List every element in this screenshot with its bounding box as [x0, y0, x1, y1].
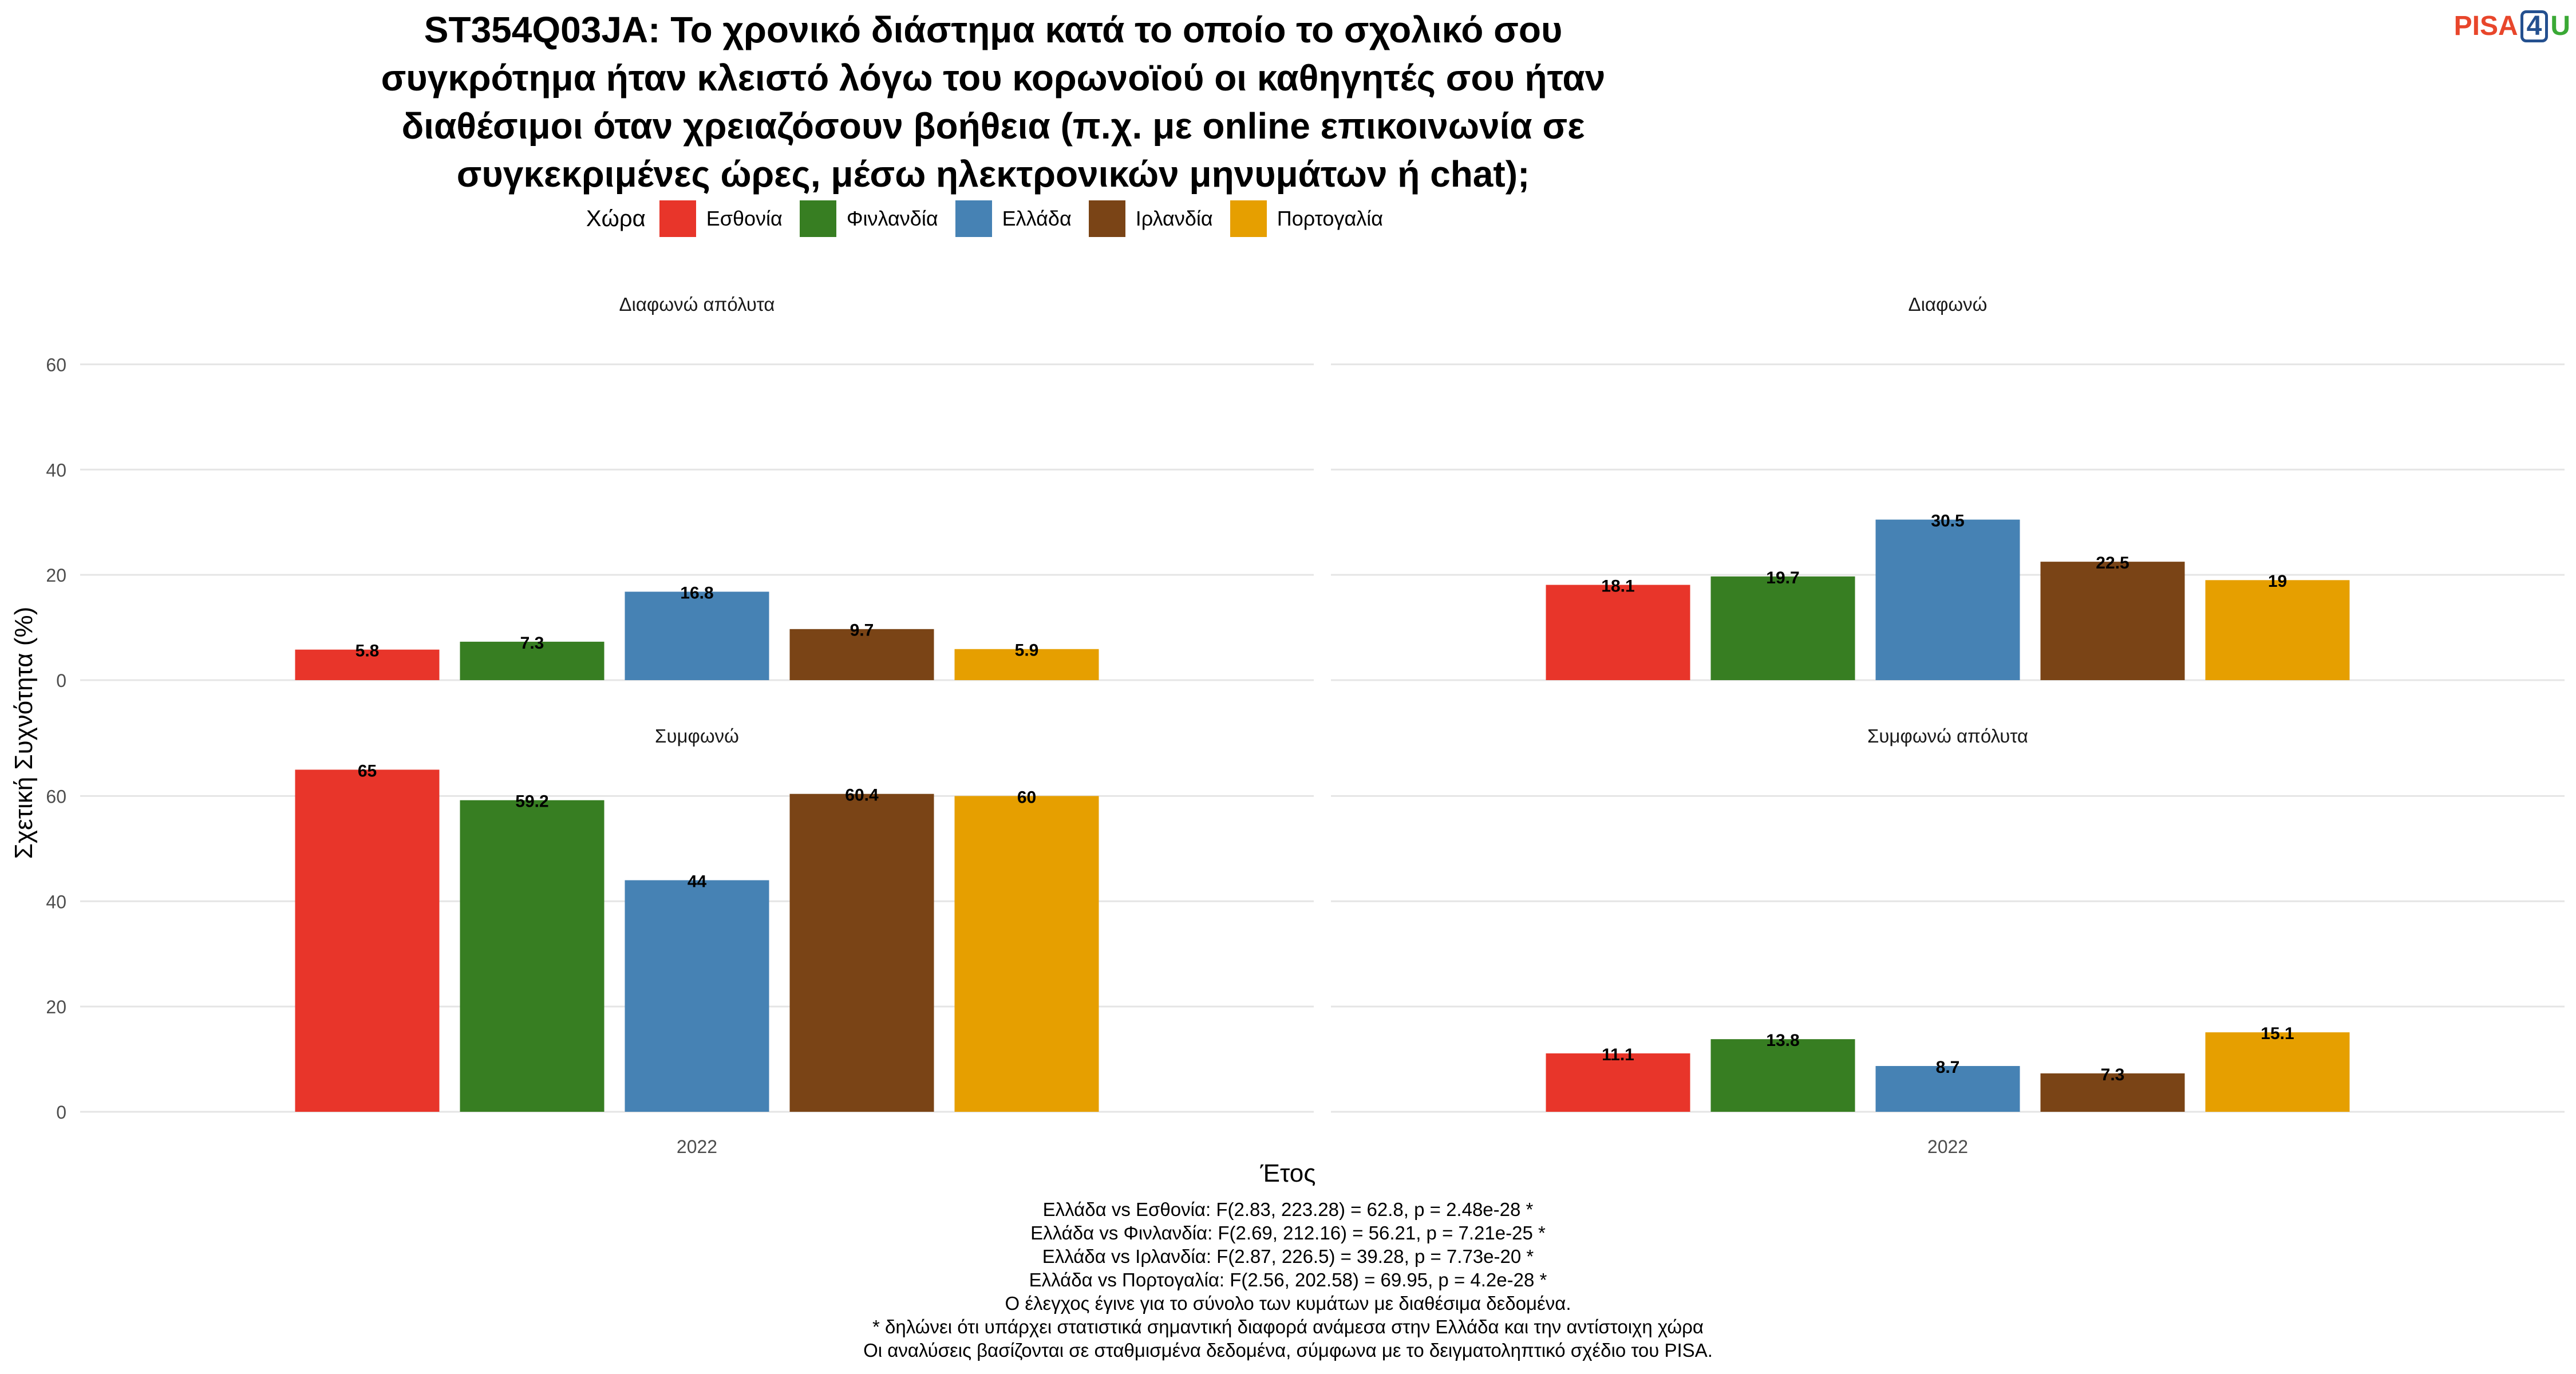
legend-title: Χώρα	[586, 206, 646, 231]
chart-title-line: διαθέσιμοι όταν χρειαζόσουν βοήθεια (π.χ…	[401, 105, 1585, 147]
bar	[2205, 1032, 2350, 1112]
data-label: 9.7	[850, 621, 874, 640]
bar	[295, 769, 440, 1112]
y-tick-label: 40	[46, 460, 66, 480]
chart-title-line: συγκρότημα ήταν κλειστό λόγω του κορωνοϊ…	[381, 57, 1606, 98]
y-tick-label: 60	[46, 786, 66, 807]
bar	[2040, 562, 2185, 680]
data-label: 65	[358, 761, 377, 780]
x-axis-title: Έτος	[1260, 1159, 1316, 1187]
data-label: 5.8	[355, 642, 380, 661]
legend-label: Πορτογαλία	[1277, 207, 1384, 230]
pisa4u-logo: PISA 4 U	[2454, 10, 2570, 42]
note-line: Ελλάδα vs Πορτογαλία: F(2.56, 202.58) = …	[1029, 1269, 1547, 1290]
legend-label: Φινλανδία	[846, 207, 938, 230]
data-label: 11.1	[1602, 1045, 1634, 1064]
bar	[1546, 585, 1690, 680]
data-label: 44	[688, 872, 707, 891]
chart-notes: Ελλάδα vs Εσθονία: F(2.83, 223.28) = 62.…	[0, 1198, 2576, 1362]
x-tick-label: 2022	[1927, 1136, 1968, 1157]
legend-label: Εσθονία	[706, 207, 783, 230]
data-label: 7.3	[520, 634, 544, 653]
legend-swatch	[1088, 200, 1125, 237]
data-label: 60	[1017, 788, 1036, 807]
bar	[1875, 519, 2020, 680]
data-label: 22.5	[2096, 554, 2129, 572]
note-line: Ελλάδα vs Εσθονία: F(2.83, 223.28) = 62.…	[1042, 1199, 1534, 1220]
data-label: 5.9	[1015, 641, 1039, 660]
legend-swatch	[659, 200, 696, 237]
bar	[1710, 576, 1855, 680]
bar	[625, 880, 769, 1112]
legend-item: Ιρλανδία	[1088, 200, 1213, 237]
legend-item: Εσθονία	[659, 200, 783, 237]
chart-title-line: ST354Q03JA: Το χρονικό διάστημα κατά το …	[424, 9, 1563, 50]
bar	[1710, 1039, 1855, 1112]
bar	[1546, 1053, 1690, 1112]
logo-u-text: U	[2550, 11, 2570, 41]
faceted-bar-chart: 0 20 40 60 Διαφωνώ απόλυτα 5.8 7.3 16.8 9.7 5.9 Δι…	[10, 294, 2565, 1157]
chart-title-line: συγκεκριμένες ώρες, μέσω ηλεκτρονικών μη…	[456, 153, 1530, 195]
y-axis-title: Σχετική Συχνότητα (%)	[10, 607, 38, 859]
legend-label: Ελλάδα	[1002, 207, 1072, 230]
legend-swatch	[799, 200, 836, 237]
legend-item: Πορτογαλία	[1230, 200, 1383, 237]
note-line: Ελλάδα vs Ιρλανδία: F(2.87, 226.5) = 39.…	[1042, 1246, 1534, 1267]
bar	[295, 649, 440, 680]
facet-title: Συμφωνώ απόλυτα	[1867, 725, 2028, 747]
y-tick-label: 60	[46, 354, 66, 375]
legend-item: Ελλάδα	[955, 200, 1072, 237]
note-line: * δηλώνει ότι υπάρχει στατιστικά σημαντι…	[872, 1316, 1704, 1337]
facet-title: Συμφωνώ	[655, 725, 739, 747]
x-tick-label: 2022	[677, 1136, 717, 1157]
data-label: 30.5	[1931, 512, 1964, 531]
data-label: 16.8	[680, 583, 713, 602]
data-label: 18.1	[1601, 577, 1634, 596]
legend-item: Φινλανδία	[799, 200, 938, 237]
data-label: 60.4	[845, 786, 879, 805]
logo-four-text: 4	[2520, 10, 2549, 42]
note-line: Ο έλεγχος έγινε για το σύνολο των κυμάτω…	[1005, 1293, 1571, 1314]
bar	[625, 591, 769, 680]
data-label: 7.3	[2101, 1065, 2125, 1084]
y-tick-label: 0	[56, 1102, 66, 1123]
chart-title: ST354Q03JA: Το χρονικό διάστημα κατά το …	[0, 6, 1986, 198]
data-label: 13.8	[1766, 1031, 1799, 1050]
bar	[460, 641, 605, 680]
bar	[2205, 580, 2350, 680]
data-label: 19.7	[1766, 568, 1799, 587]
bar	[2040, 1073, 2185, 1112]
y-tick-label: 20	[46, 997, 66, 1017]
legend-swatch	[955, 200, 992, 237]
bar	[1875, 1066, 2020, 1112]
data-label: 8.7	[1936, 1058, 1960, 1077]
bar	[789, 793, 934, 1112]
facet-title: Διαφωνώ	[1909, 294, 1988, 315]
bar	[460, 800, 605, 1112]
note-line: Ελλάδα vs Φινλανδία: F(2.69, 212.16) = 5…	[1030, 1222, 1546, 1243]
data-label: 19	[2268, 572, 2287, 591]
data-label: 15.1	[2261, 1024, 2294, 1043]
data-label: 59.2	[515, 792, 548, 811]
logo-pisa-text: PISA	[2453, 11, 2518, 41]
legend-swatch	[1230, 200, 1267, 237]
y-tick-label: 40	[46, 891, 66, 912]
bar	[954, 649, 1099, 680]
note-line: Οι αναλύσεις βασίζονται σε σταθμισμένα δ…	[863, 1340, 1713, 1361]
facet-title: Διαφωνώ απόλυτα	[619, 294, 775, 315]
chart-legend: Χώρα Εσθονία Φινλανδία Ελλάδα Ιρλανδία Π…	[0, 200, 1986, 237]
legend-label: Ιρλανδία	[1135, 207, 1213, 230]
bar	[954, 796, 1099, 1112]
y-tick-label: 0	[56, 670, 66, 691]
y-tick-label: 20	[46, 565, 66, 586]
bar	[789, 629, 934, 680]
